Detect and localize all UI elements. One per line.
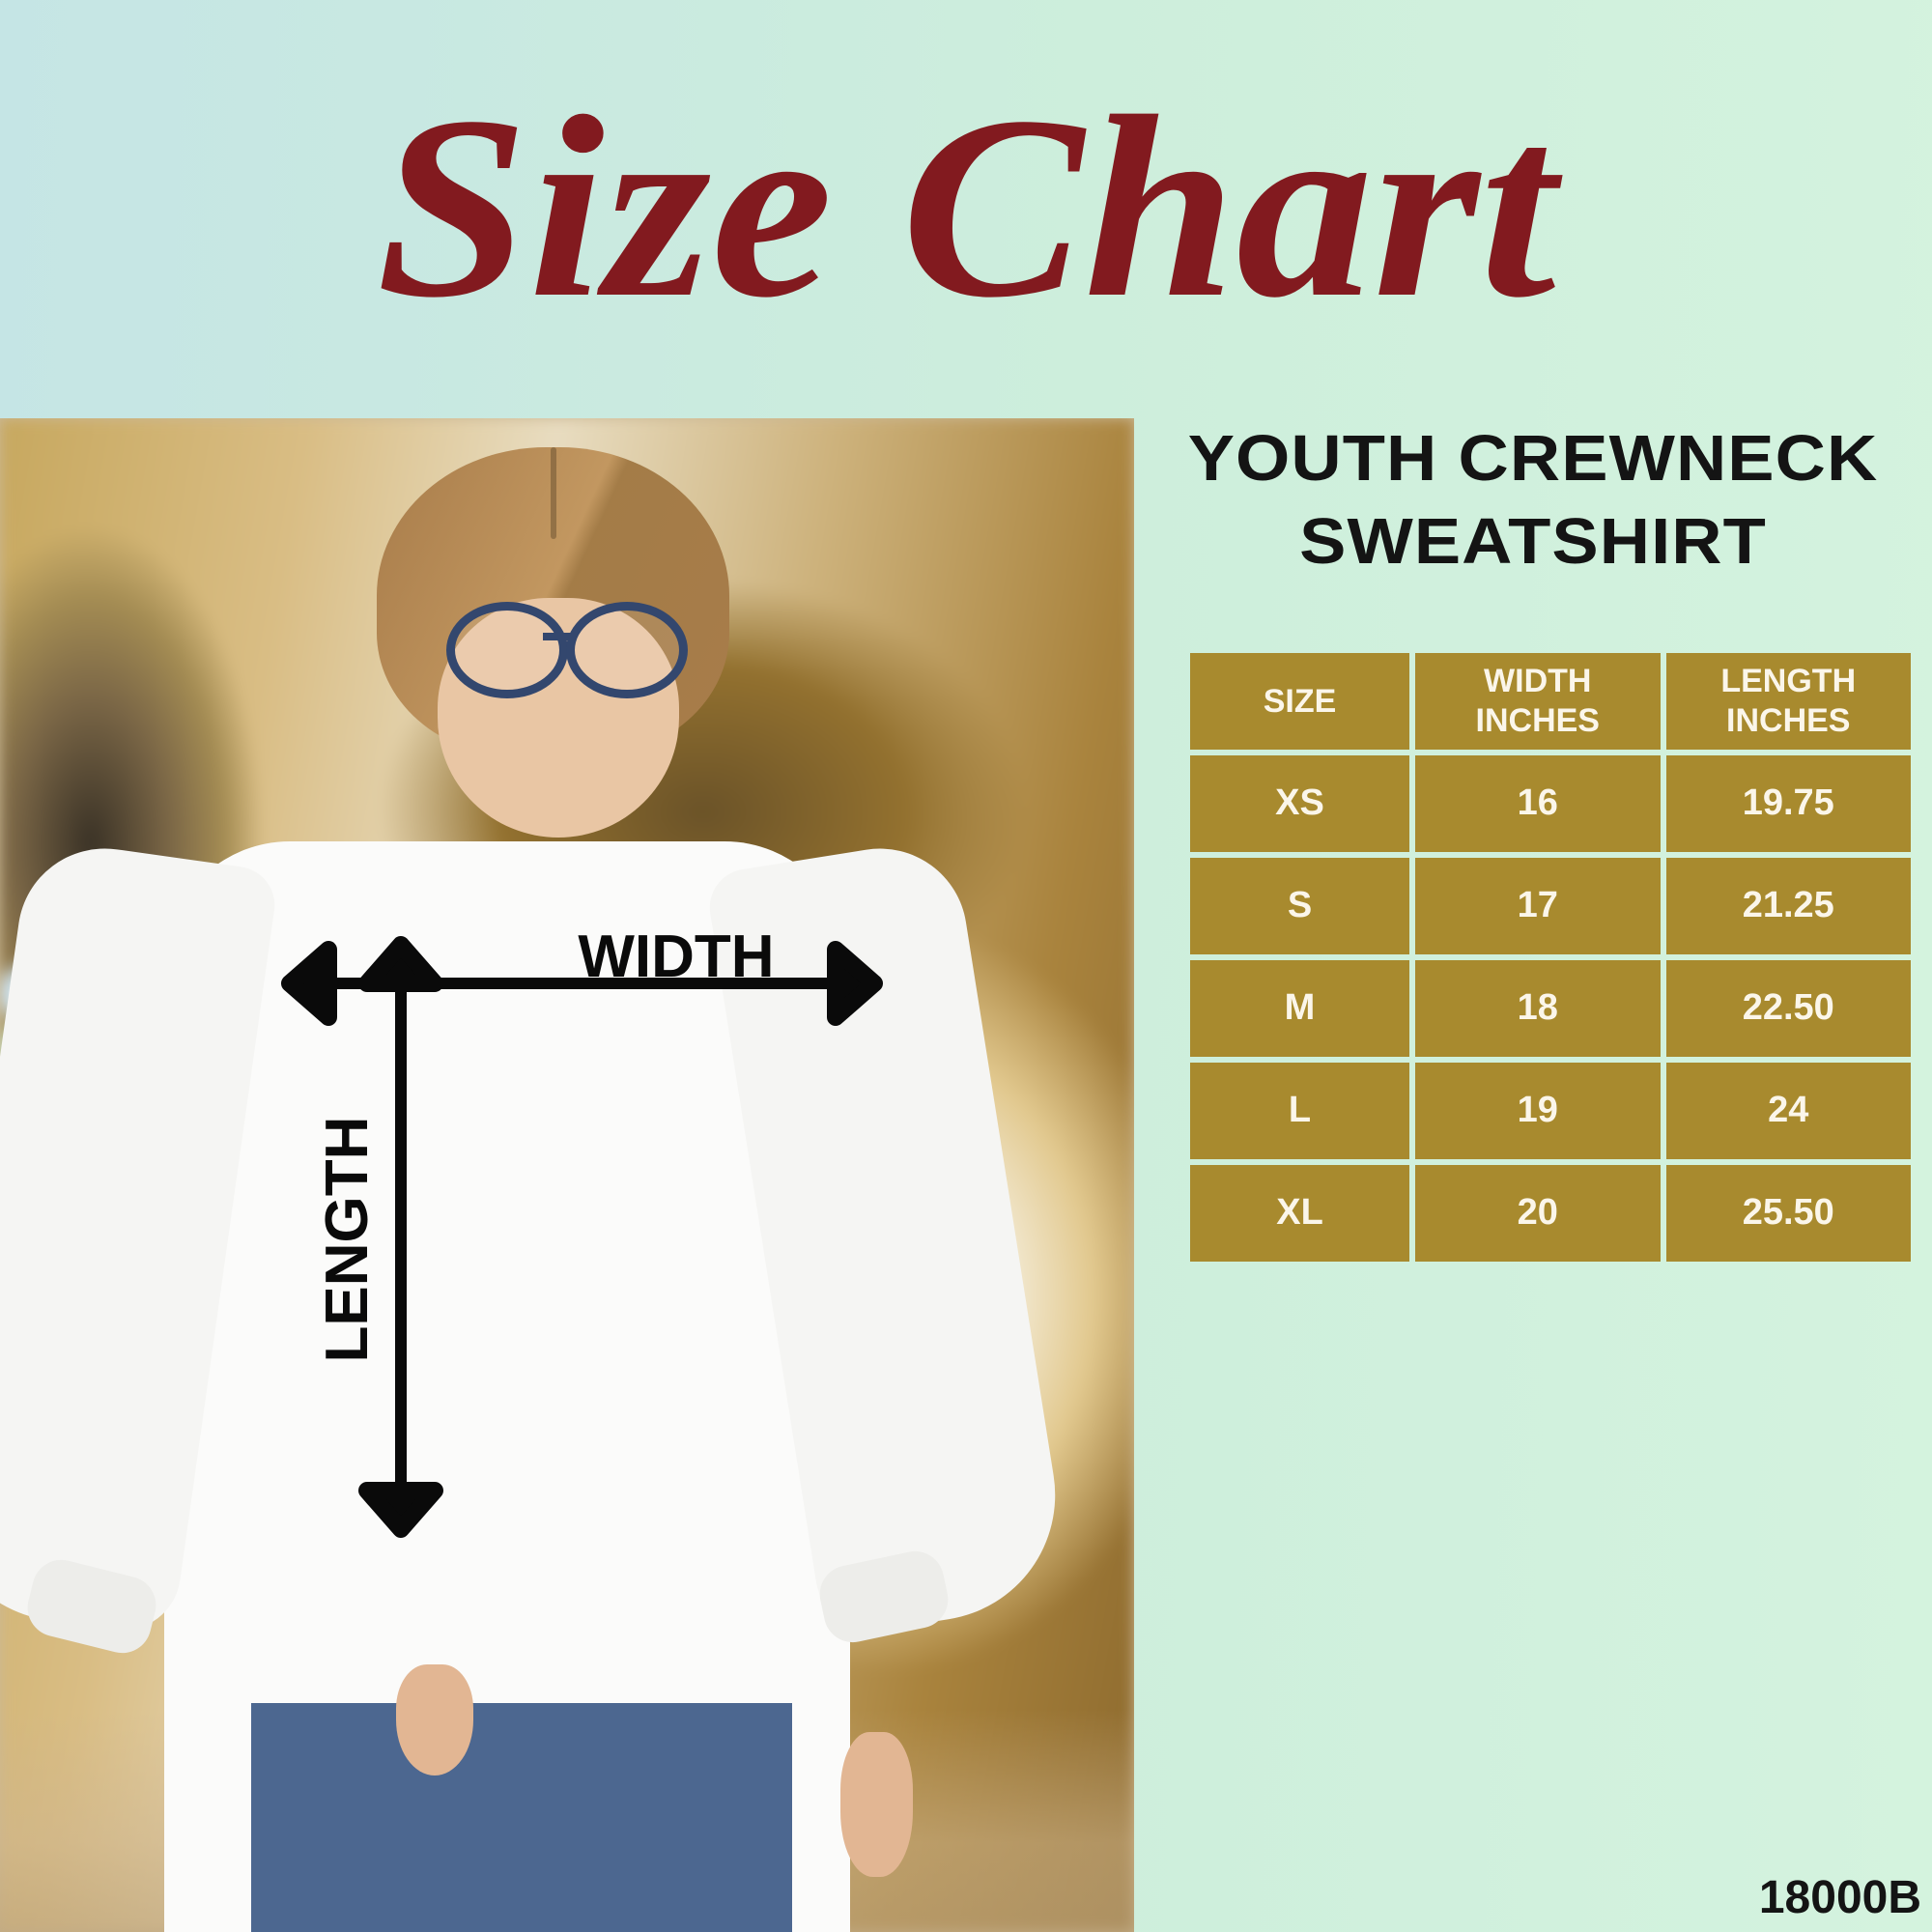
svg-text:LENGTH: LENGTH [314,1117,381,1363]
svg-text:WIDTH: WIDTH [578,923,774,990]
